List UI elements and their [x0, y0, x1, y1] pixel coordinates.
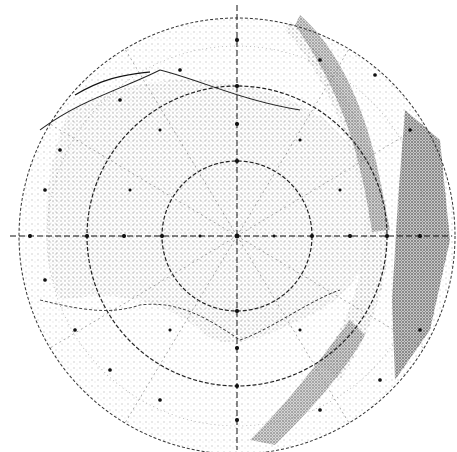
stippled-band — [285, 20, 388, 380]
boundary-curve — [74, 71, 151, 96]
boundary-curve — [39, 69, 301, 131]
stippled-region — [46, 79, 372, 343]
boundary-curve — [39, 289, 341, 341]
axis-points — [28, 38, 422, 422]
dark-band — [392, 110, 450, 380]
dark-band — [295, 15, 390, 232]
radial-lines — [49, 48, 425, 424]
dark-band — [250, 320, 365, 445]
